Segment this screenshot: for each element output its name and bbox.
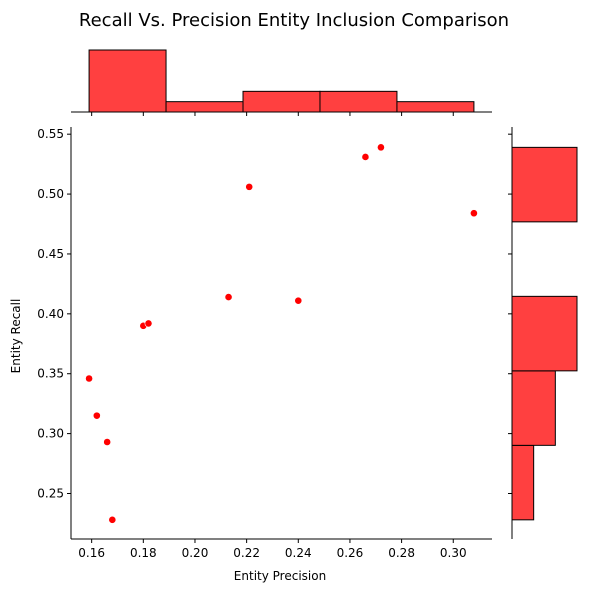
x-tick-label: 0.18	[130, 546, 157, 560]
x-tick-label: 0.28	[388, 546, 415, 560]
scatter-point	[361, 153, 370, 161]
y-tick-label: 0.40	[37, 307, 64, 321]
scatter-point	[224, 293, 233, 301]
x-histogram-bar	[165, 101, 244, 113]
y-histogram-bar	[511, 295, 578, 372]
x-tick-label: 0.24	[285, 546, 312, 560]
y-tick-label: 0.45	[37, 247, 64, 261]
y-tick-label: 0.25	[37, 486, 64, 500]
main-plot: 0.16 0.18 0.20 0.22 0.24 0.26 0.28 0.30 0.25 0.3…	[9, 127, 492, 583]
scatter-points	[85, 143, 478, 524]
scatter-point	[294, 296, 303, 305]
chart-title: Recall Vs. Precision Entity Inclusion Co…	[79, 10, 509, 31]
scatter-point	[144, 319, 153, 328]
x-tick-label: 0.20	[182, 546, 209, 560]
y-axis-label: Entity Recall	[9, 299, 23, 374]
x-tick-label: 0.30	[440, 546, 467, 560]
x-histogram-bar	[88, 49, 167, 113]
scatter-point	[92, 411, 101, 420]
scatter-point	[377, 143, 385, 152]
y-tick-label: 0.35	[37, 367, 64, 381]
x-axis-label: Entity Precision	[234, 569, 326, 583]
y-tick-label: 0.50	[37, 187, 64, 201]
x-histogram-bar	[319, 90, 398, 113]
scatter-point	[245, 182, 254, 191]
x-histogram-bar	[242, 90, 321, 113]
y-histogram-bar	[511, 370, 556, 446]
y-axis: 0.25 0.30 0.35 0.40 0.45 0.50 0.55	[37, 127, 72, 539]
y-histogram-bar	[511, 444, 535, 521]
y-tick-label: 0.30	[37, 427, 64, 441]
scatter-point	[108, 515, 117, 524]
x-tick-label: 0.22	[233, 546, 260, 560]
x-histogram-bar	[396, 101, 475, 113]
x-tick-label: 0.16	[78, 546, 105, 560]
top-histogram	[71, 49, 492, 116]
x-axis: 0.16 0.18 0.20 0.22 0.24 0.26 0.28 0.30	[71, 538, 492, 560]
scatter-point	[85, 374, 93, 383]
scatter-point	[470, 209, 478, 218]
y-histogram-bar	[511, 146, 578, 223]
scatter-point	[103, 438, 112, 446]
y-tick-label: 0.55	[37, 127, 64, 141]
right-histogram	[508, 127, 578, 539]
x-tick-label: 0.26	[337, 546, 364, 560]
